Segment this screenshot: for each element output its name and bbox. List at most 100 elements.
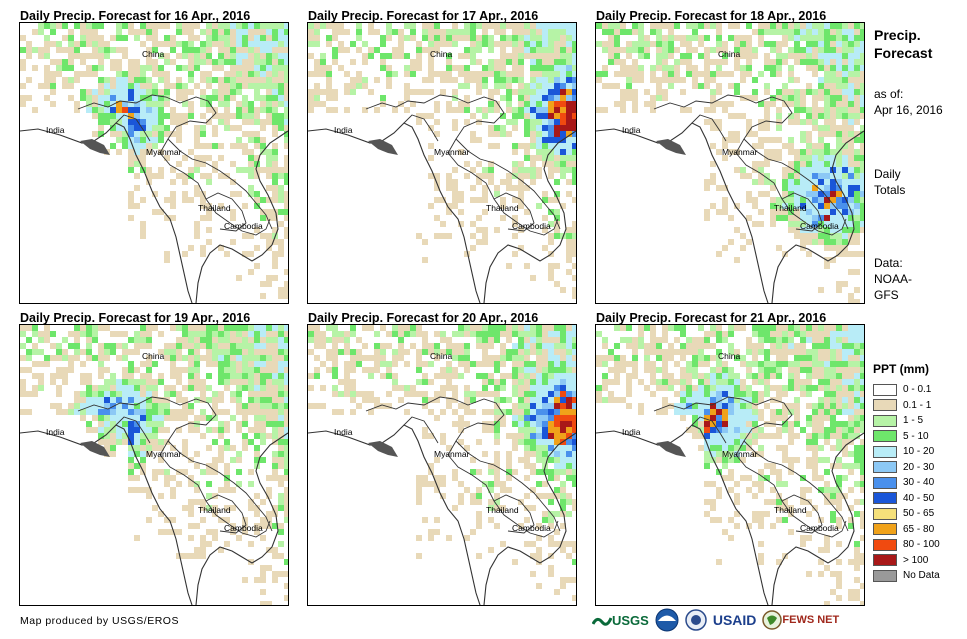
legend-label: 0.1 - 1: [903, 399, 932, 411]
country-border: [167, 440, 273, 532]
delta-coast: [368, 441, 398, 457]
legend-item: 50 - 65: [873, 506, 940, 522]
sidebar-title: Precip. Forecast: [874, 26, 932, 62]
forecast-map-1: China India Myanmar Thailand Cambodia: [19, 22, 289, 304]
coastline: [20, 424, 193, 605]
legend-swatch: [873, 569, 897, 582]
fews-net-logo: FEWS NET: [762, 610, 839, 630]
legend-label: > 100: [903, 554, 929, 566]
country-border: [365, 396, 531, 534]
country-border: [403, 416, 439, 444]
data-source-line2: NOAA-: [874, 272, 913, 286]
sidebar-title-line2: Forecast: [874, 45, 933, 61]
country-label-thailand: Thailand: [198, 505, 231, 515]
precip-legend: PPT (mm) 0 - 0.1 0.1 - 1 1 - 5 5 - 10 10 - 2…: [873, 362, 940, 584]
legend-label: 65 - 80: [903, 523, 935, 535]
precip-raster: China India Myanmar Thailand Cambodia: [20, 23, 288, 303]
delta-coast: [80, 441, 110, 457]
country-label-thailand: Thailand: [774, 505, 807, 515]
coastline: [483, 432, 576, 605]
country-border: [77, 396, 243, 534]
country-border: [529, 218, 559, 236]
country-label-myanmar: Myanmar: [434, 449, 470, 459]
panel-title-6: Daily Precip. Forecast for 21 Apr., 2016: [596, 311, 827, 325]
country-border: [115, 114, 151, 142]
legend-item: 20 - 30: [873, 460, 940, 476]
legend-swatch: [873, 383, 897, 396]
legend-label: 1 - 5: [903, 415, 924, 427]
panel-title-4: Daily Precip. Forecast for 19 Apr., 2016: [20, 311, 251, 325]
precip-raster: China India Myanmar Thailand Cambodia: [308, 325, 576, 605]
country-border: [403, 114, 439, 142]
legend-swatch: [873, 399, 897, 412]
country-border: [781, 192, 823, 232]
panel-title-1: Daily Precip. Forecast for 16 Apr., 2016: [20, 9, 251, 23]
logo-strip: USGS USAID FEWS NET: [592, 605, 839, 635]
forecast-map-2: China India Myanmar Thailand Cambodia: [307, 22, 577, 304]
legend-swatch: [873, 507, 897, 520]
forecast-map-5: China India Myanmar Thailand Cambodia: [307, 324, 577, 606]
usaid-seal-icon: [685, 609, 707, 631]
delta-coast: [656, 139, 686, 155]
country-border: [493, 192, 535, 232]
legend-item: 30 - 40: [873, 475, 940, 491]
country-border: [653, 94, 819, 232]
legend-item: No Data: [873, 568, 940, 584]
fews-net-logo-text: FEWS NET: [782, 614, 840, 626]
country-label-india: India: [622, 427, 641, 437]
precip-raster: China India Myanmar Thailand Cambodia: [20, 325, 288, 605]
country-border: [691, 114, 727, 142]
legend-item: 5 - 10: [873, 429, 940, 445]
as-of-date: as of: Apr 16, 2016: [874, 86, 943, 118]
coastline: [20, 122, 193, 303]
country-border: [743, 440, 849, 532]
country-label-india: India: [622, 125, 641, 135]
fews-globe-icon: [762, 610, 783, 630]
legend-label: No Data: [903, 570, 940, 582]
data-source: Data: NOAA- GFS: [874, 255, 912, 303]
country-label-china: China: [430, 49, 452, 59]
legend-swatch: [873, 538, 897, 551]
precip-raster: China India Myanmar Thailand Cambodia: [596, 325, 864, 605]
country-label-myanmar: Myanmar: [146, 449, 182, 459]
delta-coast: [80, 139, 110, 155]
usgs-wave-icon: [592, 617, 612, 626]
country-border: [167, 138, 273, 230]
coastline: [596, 122, 769, 303]
legend-item: 0.1 - 1: [873, 398, 940, 414]
country-border: [241, 520, 271, 538]
legend-title: PPT (mm): [873, 362, 930, 376]
totals-line1: Daily: [874, 167, 901, 181]
coastline: [771, 130, 864, 303]
legend-label: 80 - 100: [903, 539, 940, 551]
country-label-myanmar: Myanmar: [434, 147, 470, 157]
country-label-cambodia: Cambodia: [224, 523, 263, 533]
sidebar-title-line1: Precip.: [874, 27, 921, 43]
country-border: [365, 94, 531, 232]
as-of-value: Apr 16, 2016: [874, 103, 943, 117]
legend-label: 20 - 30: [903, 461, 935, 473]
panel-title-3: Daily Precip. Forecast for 18 Apr., 2016: [596, 9, 827, 23]
coastline: [195, 130, 288, 303]
country-label-myanmar: Myanmar: [722, 449, 758, 459]
country-label-cambodia: Cambodia: [224, 221, 263, 231]
legend-item: 0 - 0.1: [873, 382, 940, 398]
country-label-china: China: [430, 351, 452, 361]
coastline: [195, 432, 288, 605]
country-label-myanmar: Myanmar: [722, 147, 758, 157]
country-label-thailand: Thailand: [486, 505, 519, 515]
country-label-china: China: [142, 49, 164, 59]
country-border: [115, 416, 151, 444]
country-label-india: India: [334, 427, 353, 437]
as-of-label: as of:: [874, 87, 904, 101]
country-label-india: India: [46, 125, 65, 135]
legend-item: 1 - 5: [873, 413, 940, 429]
forecast-map-3: China India Myanmar Thailand Cambodia: [595, 22, 865, 304]
legend-swatch: [873, 492, 897, 505]
usgs-logo: USGS: [592, 612, 649, 628]
coastline: [596, 424, 769, 605]
country-label-china: China: [142, 351, 164, 361]
country-label-myanmar: Myanmar: [146, 147, 182, 157]
country-label-thailand: Thailand: [486, 203, 519, 213]
legend-swatch: [873, 414, 897, 427]
